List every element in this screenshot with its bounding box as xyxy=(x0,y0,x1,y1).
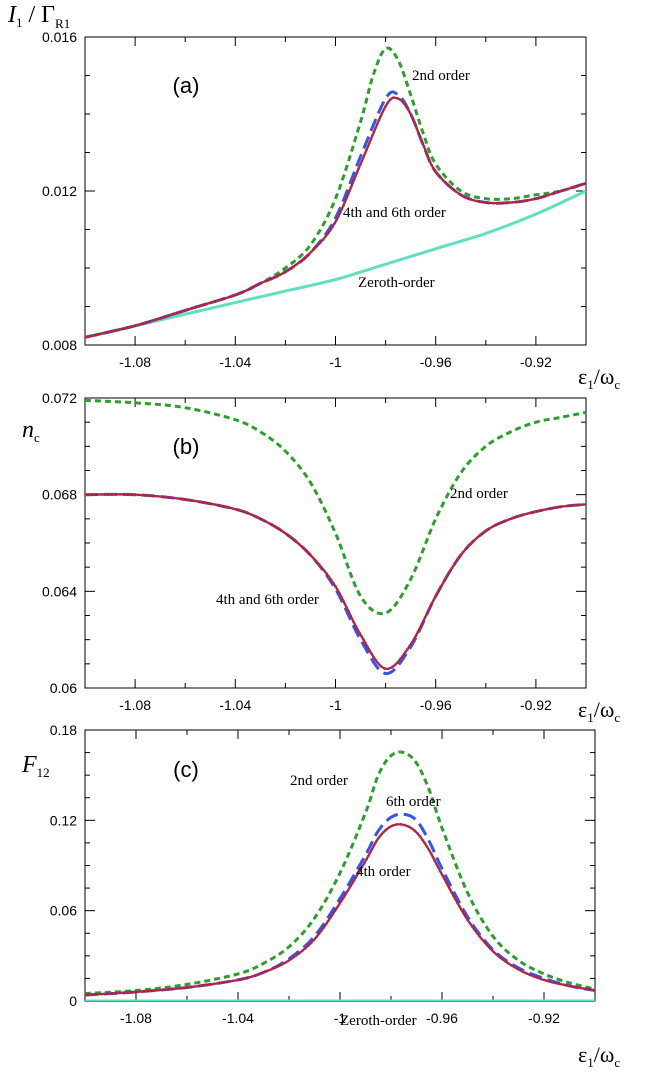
series-zeroth-order-line xyxy=(85,189,586,339)
x-tick-label: -0.92 xyxy=(520,697,552,713)
panel-c: -1.08 -1.04 -1 -0.96 -0.92 0 0.06 0.12 0.18 (c) 2n… xyxy=(21,722,620,1070)
y-tick-label: 0.06 xyxy=(50,903,77,919)
series-fourth-order-line xyxy=(85,822,595,997)
series-sixth-order-line xyxy=(85,90,586,339)
x-tick-label: -1.08 xyxy=(119,354,151,370)
series-second-order-line xyxy=(85,398,586,616)
x-axis-label: ε1/ωc xyxy=(578,697,620,725)
series-annotation: 2nd order xyxy=(290,773,348,789)
series-second-order-line xyxy=(85,750,595,995)
x-tick-label: -1.08 xyxy=(119,697,151,713)
series-fourth-order-line xyxy=(85,96,586,339)
x-tick-label: -1 xyxy=(329,354,342,370)
x-tick-label: -0.96 xyxy=(420,697,452,713)
series-group xyxy=(85,750,595,1001)
y-axis-label: nc xyxy=(22,417,40,445)
series-annotation: 4th order xyxy=(356,864,411,880)
x-tick-label: -1 xyxy=(334,1010,347,1026)
series-sixth-order-line xyxy=(85,492,586,675)
series-group xyxy=(85,398,586,675)
x-tick-label: -1.08 xyxy=(120,1010,152,1026)
x-tick-label: -0.96 xyxy=(420,354,452,370)
series-annotation: 4th and 6th order xyxy=(343,205,446,221)
y-tick-label: 0.012 xyxy=(42,183,77,199)
series-fourth-order-underlay xyxy=(85,823,595,997)
series-annotation: 4th and 6th order xyxy=(216,592,319,608)
plot-frame xyxy=(84,397,587,689)
y-axis-label: I1 / ΓR1 xyxy=(7,2,70,31)
plot-frame xyxy=(84,729,596,1002)
series-annotation: 2nd order xyxy=(450,486,508,502)
x-tick-label: -0.96 xyxy=(426,1010,458,1026)
y-tick-label: 0.068 xyxy=(42,487,77,503)
y-tick-label: 0 xyxy=(69,993,77,1009)
series-annotation: Zeroth-order xyxy=(340,1013,417,1029)
series-annotation: Zeroth-order xyxy=(358,275,435,291)
series-fourth-order-line xyxy=(85,493,586,671)
x-tick-label: -1 xyxy=(329,697,342,713)
series-annotation: 6th order xyxy=(386,794,441,810)
x-axis-label: ε1/ωc xyxy=(578,364,620,392)
x-tick-label: -1.04 xyxy=(222,1010,254,1026)
panel-label: (b) xyxy=(173,434,200,459)
y-tick-label: 0.12 xyxy=(50,812,77,828)
y-tick-label: 0.18 xyxy=(50,722,77,738)
series-group xyxy=(85,46,586,339)
series-annotation: 2nd order xyxy=(412,68,470,84)
y-tick-label: 0.06 xyxy=(50,680,77,696)
y-axis-label: F12 xyxy=(21,752,50,780)
x-axis-label: ε1/ωc xyxy=(578,1042,620,1070)
x-tick-label: -0.92 xyxy=(520,354,552,370)
panel-b: -1.08 -1.04 -1 -0.96 -0.92 0.06 0.064 0.068 0.07… xyxy=(22,390,620,725)
series-second-order-line xyxy=(85,46,586,339)
x-tick-label: -1.04 xyxy=(219,697,251,713)
plot-frame xyxy=(84,36,587,346)
y-tick-label: 0.064 xyxy=(42,583,77,599)
series-fourth-order-underlay xyxy=(85,493,586,670)
panel-a: -1.08 -1.04 -1 -0.96 -0.92 0.008 0.012 0.016 (a)… xyxy=(7,2,620,392)
x-tick-label: -1.04 xyxy=(219,354,251,370)
panel-label: (c) xyxy=(173,757,199,782)
y-tick-label: 0.072 xyxy=(42,390,77,406)
panel-label: (a) xyxy=(173,73,200,98)
x-tick-label: -0.92 xyxy=(528,1010,560,1026)
y-tick-label: 0.016 xyxy=(42,29,77,45)
y-tick-label: 0.008 xyxy=(42,337,77,353)
